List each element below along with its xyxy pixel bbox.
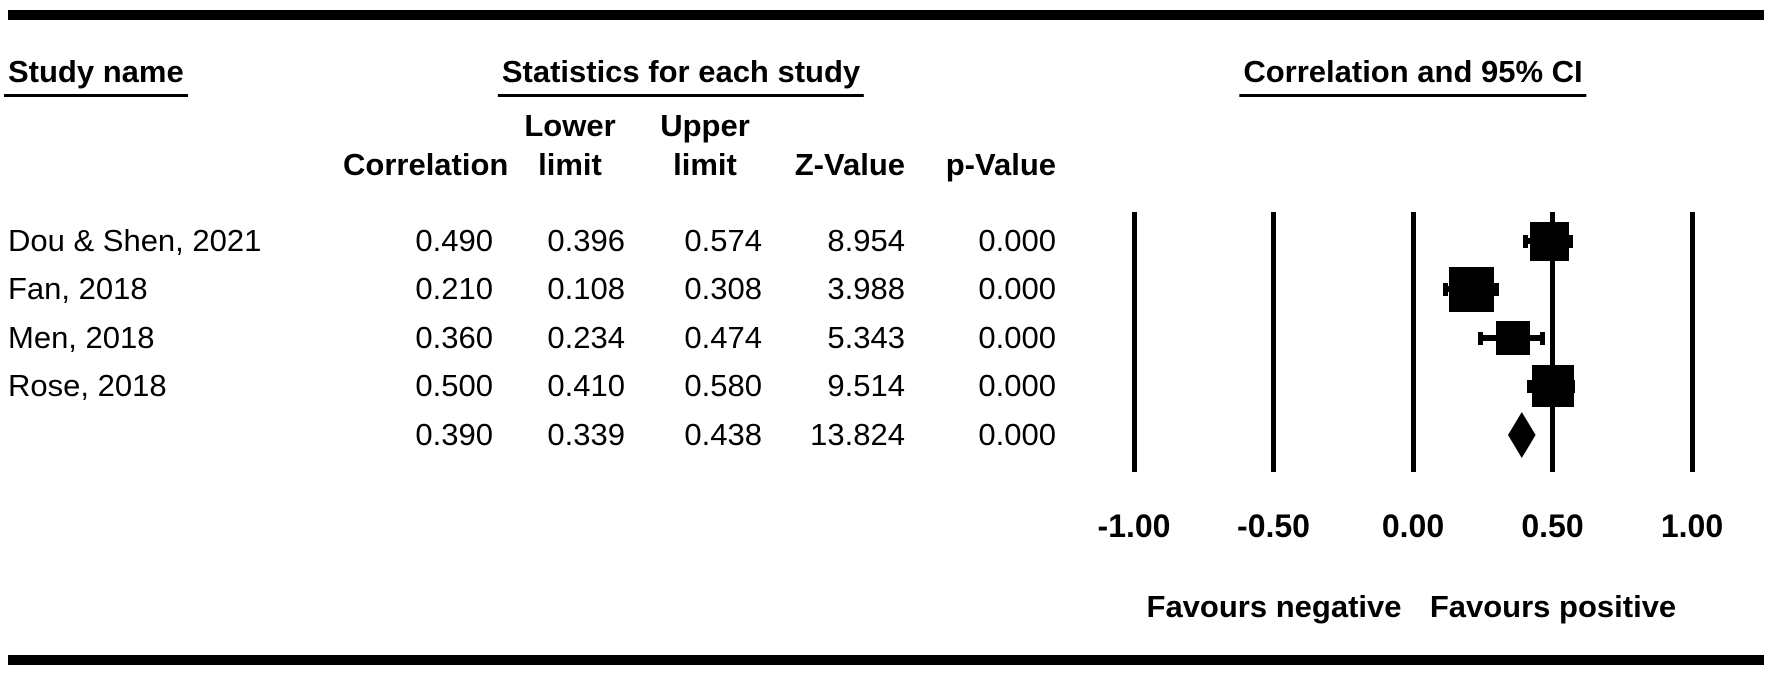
lower-limit-cell: 0.396 <box>547 223 625 258</box>
lower-limit-cell: 0.108 <box>547 271 625 306</box>
upper-limit-cell: 0.474 <box>684 320 762 355</box>
statistics-group-header-text: Statistics for each study <box>497 54 865 97</box>
x-tick-label: -0.50 <box>1237 508 1310 544</box>
ci-whisker-right-cap <box>1568 234 1574 248</box>
ci-whisker-left-cap <box>1523 234 1529 248</box>
bottom-rule <box>8 655 1764 665</box>
study-point-square-marker <box>1496 321 1531 355</box>
axis-gridline <box>1550 212 1555 472</box>
x-tick-label: -1.00 <box>1097 508 1171 544</box>
correlation-cell: 0.490 <box>415 223 493 258</box>
correlation-cell: 0.500 <box>415 368 493 403</box>
z-value-cell: 3.988 <box>827 271 905 306</box>
upper-limit-cell: 0.308 <box>684 271 762 306</box>
upper-limit-header-line1: Upper <box>660 108 750 143</box>
ci-whisker-left-cap <box>1478 331 1484 345</box>
axis-gridline <box>1131 212 1137 472</box>
correlation-cell: 0.360 <box>415 320 493 355</box>
p-value-cell: 0.000 <box>978 368 1056 403</box>
top-rule <box>8 10 1764 20</box>
statistics-group-header: Statistics for each study <box>497 54 865 97</box>
study-name-cell: Rose, 2018 <box>8 368 167 403</box>
study-name-group-header: Study name <box>4 54 188 97</box>
summary-diamond-marker <box>1507 412 1536 458</box>
favours-positive-label: Favours positive <box>1429 589 1677 624</box>
axis-gridline <box>1689 212 1695 472</box>
upper-limit-cell: 0.574 <box>684 223 762 258</box>
ci-whisker-right-cap <box>1493 282 1499 296</box>
p-value-column-header: p-Value <box>945 147 1056 182</box>
z-value-column-header: Z-Value <box>794 147 905 182</box>
z-value-cell: 13.824 <box>810 417 905 452</box>
study-point-square-marker <box>1531 365 1574 407</box>
x-tick-label: 0.00 <box>1381 508 1445 544</box>
ci-whisker-left-cap <box>1443 282 1449 296</box>
correlation-column-header: Correlation <box>343 147 509 182</box>
ci-whisker-right-cap <box>1540 331 1546 345</box>
x-tick-label: 0.50 <box>1521 508 1584 544</box>
favours-negative-label: Favours negative <box>1146 589 1402 624</box>
lower-limit-cell: 0.339 <box>547 417 625 452</box>
axis-gridline <box>1410 212 1416 472</box>
study-name-cell: Dou & Shen, 2021 <box>8 223 262 258</box>
lower-limit-header-line1: Lower <box>524 108 616 143</box>
study-name-cell: Men, 2018 <box>8 320 155 355</box>
z-value-cell: 9.514 <box>827 368 905 403</box>
study-name-cell: Fan, 2018 <box>8 271 148 306</box>
study-point-square-marker <box>1449 266 1495 312</box>
ci-plot-group-header: Correlation and 95% CI <box>1239 54 1587 97</box>
upper-limit-cell: 0.580 <box>684 368 762 403</box>
correlation-cell: 0.210 <box>415 271 493 306</box>
z-value-cell: 8.954 <box>827 223 905 258</box>
ci-whisker-left-cap <box>1527 379 1533 393</box>
p-value-cell: 0.000 <box>978 320 1056 355</box>
z-value-cell: 5.343 <box>827 320 905 355</box>
p-value-cell: 0.000 <box>978 417 1056 452</box>
p-value-cell: 0.000 <box>978 271 1056 306</box>
lower-limit-header-line2: limit <box>538 147 602 182</box>
p-value-cell: 0.000 <box>978 223 1056 258</box>
study-name-group-header-text: Study name <box>4 54 188 97</box>
axis-gridline <box>1271 212 1276 472</box>
lower-limit-cell: 0.234 <box>547 320 625 355</box>
upper-limit-cell: 0.438 <box>684 417 762 452</box>
x-tick-label: 1.00 <box>1660 508 1724 544</box>
lower-limit-cell: 0.410 <box>547 368 625 403</box>
upper-limit-header-line2: limit <box>673 147 737 182</box>
ci-plot-group-header-text: Correlation and 95% CI <box>1239 54 1587 97</box>
correlation-cell: 0.390 <box>415 417 493 452</box>
study-point-square-marker <box>1530 221 1570 261</box>
